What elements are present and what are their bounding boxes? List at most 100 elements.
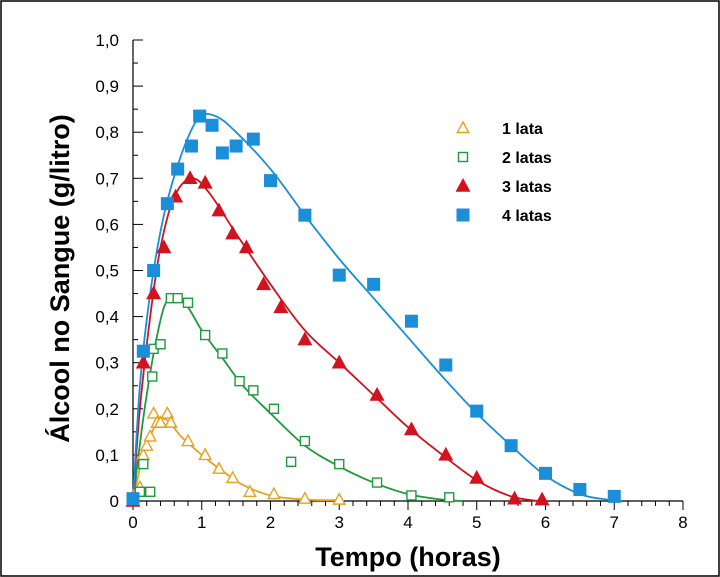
series-3-point bbox=[135, 354, 151, 369]
series-1-point bbox=[267, 486, 281, 500]
series-1-point bbox=[332, 492, 347, 505]
series-4-point bbox=[229, 139, 243, 153]
series-1-point bbox=[143, 428, 158, 442]
x-tick-label: 2 bbox=[266, 513, 275, 532]
series-3-point bbox=[273, 299, 289, 314]
series-2-point bbox=[138, 458, 149, 470]
series-1-point bbox=[153, 415, 168, 428]
series-4-point bbox=[215, 146, 229, 160]
series-2-point bbox=[285, 456, 297, 468]
legend-label-1: 1 lata bbox=[502, 121, 543, 138]
series-3-point bbox=[438, 446, 454, 461]
series-4-point bbox=[160, 197, 174, 211]
series-4-point bbox=[332, 268, 346, 282]
series-2-point bbox=[155, 339, 166, 350]
series-4-point bbox=[136, 344, 150, 358]
series-2-point bbox=[268, 403, 280, 414]
series-3-point bbox=[331, 354, 347, 369]
series-2-point bbox=[144, 486, 156, 497]
series-3-point bbox=[238, 239, 254, 254]
series-2-point bbox=[406, 490, 417, 501]
x-tick-label: 5 bbox=[472, 513, 481, 532]
series-4-point bbox=[205, 118, 219, 132]
series-3-point bbox=[146, 285, 162, 300]
series-3-point bbox=[256, 276, 272, 291]
series-4-point bbox=[404, 314, 418, 328]
legend: 1 lata 2 latas 3 latas 4 latas bbox=[455, 120, 552, 225]
x-tick-label: 4 bbox=[403, 513, 412, 532]
legend-label-3: 3 latas bbox=[502, 179, 552, 196]
series-2-point bbox=[248, 385, 259, 396]
series-1-point bbox=[160, 405, 175, 419]
series-3-point bbox=[182, 170, 198, 185]
series-4-point bbox=[607, 489, 621, 503]
y-tick-label: 1,0 bbox=[95, 31, 119, 50]
series-2-point bbox=[234, 375, 245, 387]
x-axis-title: Tempo (horas) bbox=[315, 542, 501, 572]
legend-marker-4 bbox=[456, 208, 470, 222]
series-4-point bbox=[264, 174, 277, 188]
series-1-point bbox=[139, 438, 154, 451]
x-tick-label: 6 bbox=[541, 513, 550, 532]
series-1-point bbox=[146, 405, 161, 419]
y-tick-label: 0,1 bbox=[95, 446, 119, 465]
x-tick-label: 7 bbox=[610, 513, 619, 532]
series-2-point bbox=[199, 329, 211, 341]
legend-marker-1 bbox=[456, 120, 470, 134]
y-tick-label: 0,4 bbox=[95, 308, 119, 327]
series-1-point bbox=[242, 484, 257, 497]
axes: 0 1 2 3 4 5 6 7 8 0 0,1 0,2 0,3 0,4 0,5 0,6 0,7 0,8 0,9 1,0 bbox=[95, 31, 687, 532]
series-3-point bbox=[197, 174, 213, 189]
series-4-point bbox=[367, 277, 381, 291]
series-1-point bbox=[181, 433, 195, 447]
series-4-point bbox=[298, 208, 312, 222]
series-2-point bbox=[217, 348, 228, 359]
series-2-point bbox=[299, 435, 311, 447]
series-3-point bbox=[225, 225, 241, 240]
series-4-point bbox=[184, 139, 198, 153]
series-4-point bbox=[147, 264, 161, 277]
y-tick-label: 0,3 bbox=[95, 354, 119, 373]
y-tick-label: 0,8 bbox=[95, 123, 119, 142]
x-tick-label: 3 bbox=[335, 513, 344, 532]
series-3-point bbox=[156, 239, 172, 254]
series-4-point bbox=[246, 132, 260, 146]
series-2-point bbox=[444, 492, 455, 503]
y-tick-label: 0 bbox=[110, 492, 119, 511]
series-2-point bbox=[334, 458, 345, 470]
series-2-point bbox=[134, 486, 146, 497]
series-4-point bbox=[171, 162, 185, 176]
series-1-point bbox=[297, 491, 312, 504]
y-tick-label: 0,5 bbox=[95, 262, 119, 281]
series-1-point bbox=[225, 470, 240, 484]
x-tick-label: 8 bbox=[678, 513, 687, 532]
y-tick-label: 0,6 bbox=[95, 215, 119, 234]
series-4-point bbox=[504, 439, 518, 453]
y-tick-label: 0,9 bbox=[95, 77, 119, 96]
series-2-point bbox=[182, 297, 194, 308]
legend-label-2: 2 latas bbox=[502, 150, 552, 167]
series-2-point bbox=[147, 371, 158, 382]
y-axis-title: Álcool no Sangue (g/litro) bbox=[44, 114, 75, 442]
series-4-point bbox=[539, 466, 552, 480]
series-3-point bbox=[297, 331, 313, 346]
legend-label-4: 4 latas bbox=[502, 208, 552, 225]
series-3-point bbox=[469, 469, 485, 484]
series-2-point bbox=[371, 477, 383, 488]
series-1-point bbox=[198, 447, 213, 461]
series-2-point bbox=[172, 292, 183, 304]
y-tick-label: 0,7 bbox=[95, 169, 119, 188]
x-tick-label: 0 bbox=[128, 513, 137, 532]
y-tick-label: 0,2 bbox=[95, 400, 119, 419]
series-3-point bbox=[403, 421, 419, 436]
series-3-point bbox=[211, 202, 227, 217]
series-4-point bbox=[470, 404, 484, 418]
series-3-point bbox=[507, 490, 523, 505]
series-4-point bbox=[193, 109, 207, 123]
data-points bbox=[125, 109, 621, 507]
series-4-point bbox=[573, 482, 587, 496]
series-3-point bbox=[534, 491, 550, 506]
series-4-point bbox=[439, 358, 453, 372]
